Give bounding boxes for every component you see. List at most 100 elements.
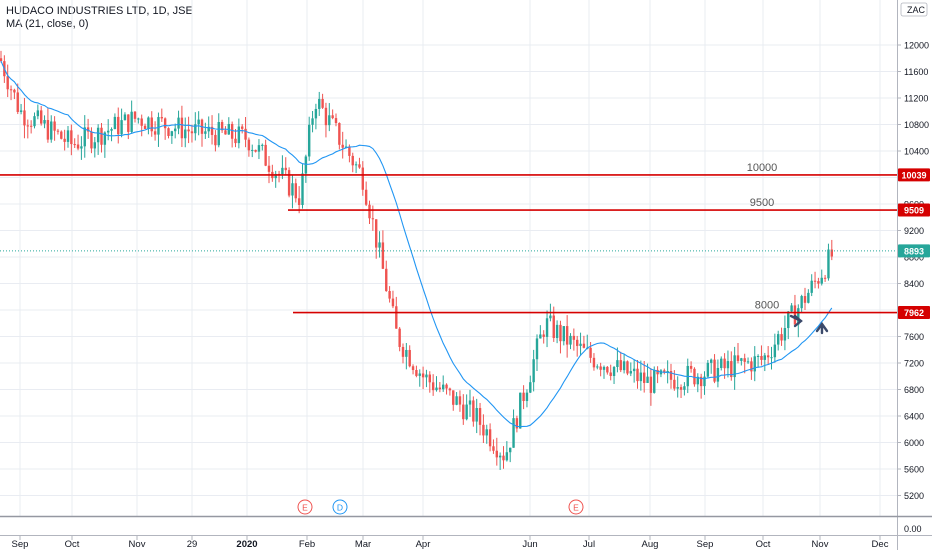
candle-body xyxy=(174,128,177,132)
x-tick-label: Dec xyxy=(872,539,889,550)
candle-body xyxy=(140,118,143,126)
candle-body xyxy=(535,338,539,360)
candle-body xyxy=(113,116,117,130)
last-price-tag xyxy=(898,244,930,258)
candle-body xyxy=(616,360,619,367)
candle-body xyxy=(331,115,334,119)
x-tick-label: Mar xyxy=(355,539,371,550)
horizontal-line-label: 8000 xyxy=(755,300,779,312)
candle-body xyxy=(110,129,113,131)
candle-body xyxy=(137,118,140,120)
candle-body xyxy=(204,131,207,134)
candle-body xyxy=(602,366,606,370)
candle-body xyxy=(649,376,653,393)
candle-body xyxy=(693,368,696,385)
x-tick-label: Nov xyxy=(129,539,146,550)
candle-body xyxy=(753,356,756,372)
candle-body xyxy=(485,429,488,436)
x-tick-label: Jul xyxy=(583,539,595,550)
candle-body xyxy=(730,361,733,378)
y-tick-label: 5200 xyxy=(904,491,924,501)
candle-body xyxy=(50,121,53,140)
volume-tick-label: 0.00 xyxy=(904,524,922,534)
candle-body xyxy=(224,130,227,135)
price-tag xyxy=(898,168,930,182)
candle-body xyxy=(653,369,656,393)
candle-body xyxy=(328,115,331,126)
candle-body xyxy=(579,343,582,346)
y-tick-label: 7200 xyxy=(904,359,924,369)
candle-body xyxy=(572,335,576,340)
currency-label: ZAC xyxy=(907,5,926,15)
candle-body xyxy=(351,155,354,166)
candle-body xyxy=(710,359,713,363)
candle-body xyxy=(408,349,411,367)
x-tick-label: Jun xyxy=(522,539,537,550)
candle-body xyxy=(505,452,509,461)
candle-body xyxy=(465,404,468,420)
candle-body xyxy=(750,361,753,372)
candle-body xyxy=(385,268,388,292)
candle-body xyxy=(123,114,127,121)
candle-body xyxy=(210,126,214,135)
candle-body xyxy=(184,129,187,139)
x-tick-label: 29 xyxy=(187,539,198,550)
candle-body xyxy=(143,125,147,129)
candle-body xyxy=(458,396,462,405)
candle-body xyxy=(334,118,338,124)
candle-body xyxy=(606,366,609,373)
candle-body xyxy=(492,446,495,451)
candle-body xyxy=(622,361,626,371)
candle-body xyxy=(666,370,669,373)
candle-body xyxy=(830,249,833,257)
candle-body xyxy=(153,131,157,135)
event-marker-label: D xyxy=(337,503,343,513)
candle-body xyxy=(241,126,244,129)
candle-body xyxy=(177,117,180,129)
candle-body xyxy=(60,131,63,139)
candle-body xyxy=(609,372,612,377)
candle-body xyxy=(743,358,746,362)
y-tick-label: 10800 xyxy=(904,120,929,130)
candle-body xyxy=(163,118,167,129)
candle-body xyxy=(0,58,3,62)
candle-body xyxy=(220,121,224,131)
candle-body xyxy=(525,392,529,402)
indicator-legend: MA (21, close, 0) xyxy=(6,18,89,30)
candle-body xyxy=(495,450,498,458)
y-tick-label: 11200 xyxy=(904,94,928,104)
candle-body xyxy=(230,123,234,139)
candle-body xyxy=(287,170,291,196)
y-tick-label: 8800 xyxy=(904,253,924,263)
candle-body xyxy=(100,127,103,145)
candle-body xyxy=(532,359,535,383)
candle-body xyxy=(318,98,321,109)
event-marker xyxy=(568,499,584,515)
candle-body xyxy=(790,305,793,312)
candle-body xyxy=(468,400,472,405)
candle-body xyxy=(787,311,790,329)
candle-body xyxy=(375,219,378,248)
candle-body xyxy=(23,110,26,126)
candle-body xyxy=(321,98,324,108)
candle-body xyxy=(462,404,465,420)
candle-body xyxy=(589,347,592,358)
candle-body xyxy=(817,281,820,284)
candle-body xyxy=(720,358,723,368)
candle-body xyxy=(324,107,328,126)
arrow-up-icon xyxy=(815,321,829,335)
candle-body xyxy=(639,372,643,382)
candle-body xyxy=(559,324,562,342)
candle-body xyxy=(626,361,629,374)
candle-body xyxy=(522,392,525,402)
candle-body xyxy=(512,418,515,448)
candle-body xyxy=(519,392,522,429)
candle-body xyxy=(475,408,478,422)
candle-body xyxy=(529,382,532,393)
y-tick-label: 6800 xyxy=(904,385,924,395)
candle-body xyxy=(304,156,308,174)
candle-body xyxy=(679,387,683,390)
candle-body xyxy=(167,128,170,136)
candle-body xyxy=(341,144,344,148)
